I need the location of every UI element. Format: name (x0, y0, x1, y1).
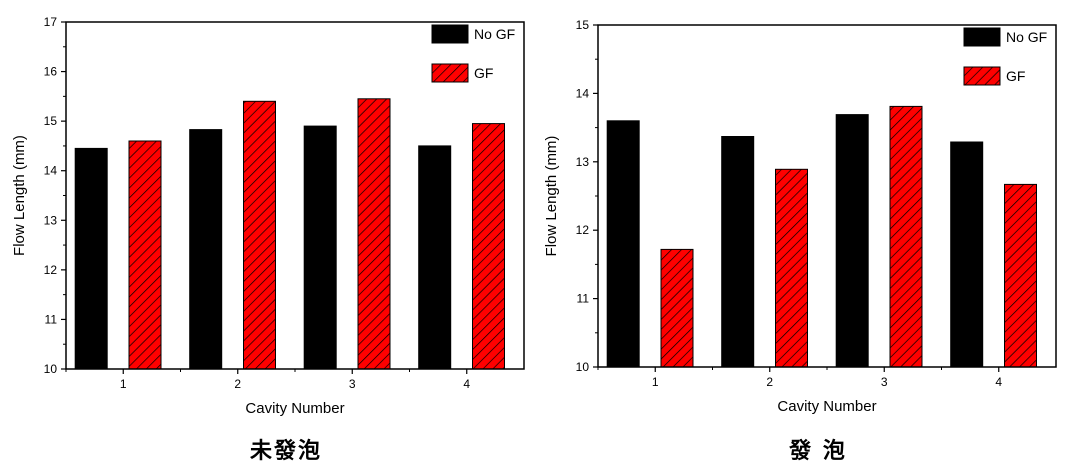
x-tick-label: 4 (995, 375, 1002, 389)
bar-gf-cavity-3 (889, 105, 923, 368)
chart-caption: 未發泡 (250, 438, 322, 464)
bar-no-gf-cavity-1 (606, 120, 640, 368)
x-axis-title: Cavity Number (245, 400, 344, 417)
bar-gf-cavity-2 (243, 100, 276, 370)
y-tick-label: 13 (44, 213, 58, 227)
x-tick-label: 2 (766, 375, 773, 389)
plot-frame (597, 24, 1057, 368)
y-axis-title: Flow Length (mm) (11, 135, 28, 256)
x-tick-label: 1 (652, 375, 659, 389)
y-tick-label: 17 (44, 15, 58, 29)
x-tick-label: 4 (463, 377, 470, 391)
bar-no-gf-cavity-3 (835, 114, 869, 368)
x-tick-label: 1 (120, 377, 127, 391)
bar-gf-cavity-4 (472, 123, 505, 370)
legend-label-gf: GF (1006, 68, 1025, 84)
bar-gf-cavity-2 (775, 168, 808, 368)
x-axis-title: Cavity Number (777, 398, 876, 415)
y-tick-label: 11 (577, 292, 590, 306)
y-tick-label: 12 (576, 223, 590, 237)
bar-no-gf-cavity-4 (418, 145, 452, 370)
bar-gf-cavity-3 (357, 98, 391, 370)
x-tick-label: 3 (881, 375, 888, 389)
bar-no-gf-cavity-1 (74, 147, 108, 370)
y-tick-label: 10 (576, 360, 590, 374)
bar-gf-cavity-1 (660, 248, 694, 368)
bar-no-gf-cavity-4 (950, 141, 984, 368)
y-tick-label: 11 (45, 312, 58, 326)
bar-gf-cavity-1 (128, 140, 162, 370)
bar-gf-cavity-4 (1004, 183, 1037, 368)
y-tick-label: 15 (44, 114, 58, 128)
bar-no-gf-cavity-2 (189, 129, 223, 370)
bar-no-gf-cavity-3 (303, 125, 337, 370)
legend-label-no-gf: No GF (1006, 29, 1047, 45)
y-tick-label: 14 (44, 164, 58, 178)
y-tick-label: 16 (44, 65, 58, 79)
y-tick-label: 15 (576, 18, 590, 32)
legend-swatch-no-gf (963, 27, 1001, 47)
legend-swatch-gf (963, 66, 1001, 86)
x-tick-label: 3 (349, 377, 356, 391)
legend-swatch-no-gf (431, 24, 469, 44)
plot-frame (65, 21, 525, 370)
y-axis-title: Flow Length (mm) (543, 136, 560, 257)
legend-label-gf: GF (474, 65, 493, 81)
y-tick-label: 14 (576, 86, 590, 100)
y-tick-label: 10 (44, 362, 58, 376)
x-tick-label: 2 (234, 377, 241, 391)
chart-caption: 發 泡 (788, 438, 847, 464)
bar-no-gf-cavity-2 (721, 136, 755, 368)
legend-swatch-gf (431, 63, 469, 83)
y-tick-label: 13 (576, 155, 590, 169)
y-tick-label: 12 (44, 263, 58, 277)
legend-label-no-gf: No GF (474, 26, 515, 42)
